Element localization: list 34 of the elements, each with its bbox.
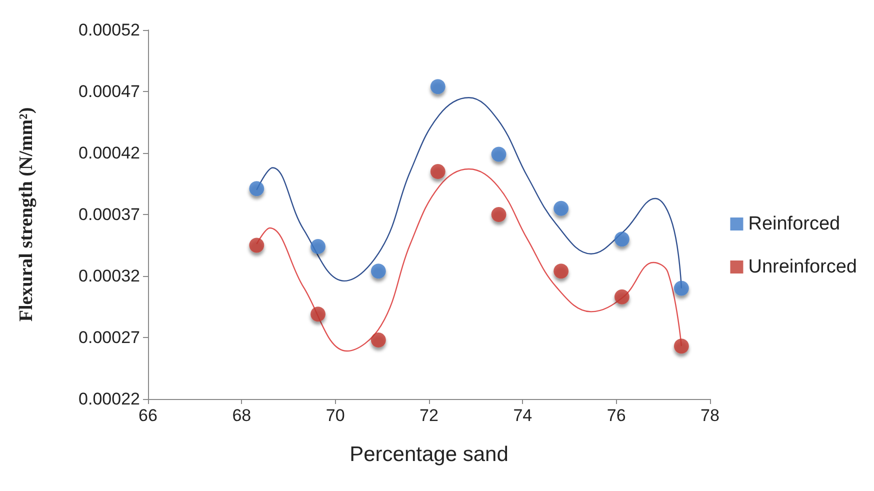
x-tick-label: 68	[232, 406, 252, 425]
point	[430, 164, 446, 179]
legend-label: Unreinforced	[748, 256, 858, 278]
point	[310, 238, 326, 254]
y-tick-label: 0.00027	[78, 328, 140, 347]
point	[249, 238, 264, 253]
point	[614, 289, 630, 304]
point	[491, 146, 506, 162]
y-tick-label: 0.00022	[78, 390, 140, 408]
point	[491, 207, 506, 222]
point	[310, 306, 326, 322]
x-tick-label: 78	[700, 406, 720, 425]
y-axis-title: Flexural strength (N/mm²)	[16, 107, 37, 322]
point	[249, 181, 264, 196]
y-tick-label: 0.00042	[78, 144, 140, 162]
legend-label: Reinforced	[748, 214, 840, 234]
point	[674, 280, 689, 296]
y-tick-label: 0.00037	[78, 205, 140, 224]
x-tick-label: 70	[326, 406, 345, 425]
point	[370, 332, 386, 348]
point	[430, 79, 446, 94]
x-tick-label: 74	[513, 406, 532, 425]
x-tick-label: 66	[138, 406, 158, 425]
y-tick-label: 0.00047	[78, 82, 140, 101]
point	[554, 264, 569, 279]
x-tick-label: 76	[606, 406, 626, 425]
y-tick-label: 0.00032	[78, 266, 140, 286]
point	[674, 338, 689, 354]
point	[554, 200, 569, 216]
x-axis-title: Percentage sand	[350, 443, 508, 466]
y-tick-label: 0.00052	[78, 20, 140, 40]
point	[614, 232, 630, 247]
x-tick-label: 72	[420, 406, 438, 425]
point	[370, 264, 386, 279]
